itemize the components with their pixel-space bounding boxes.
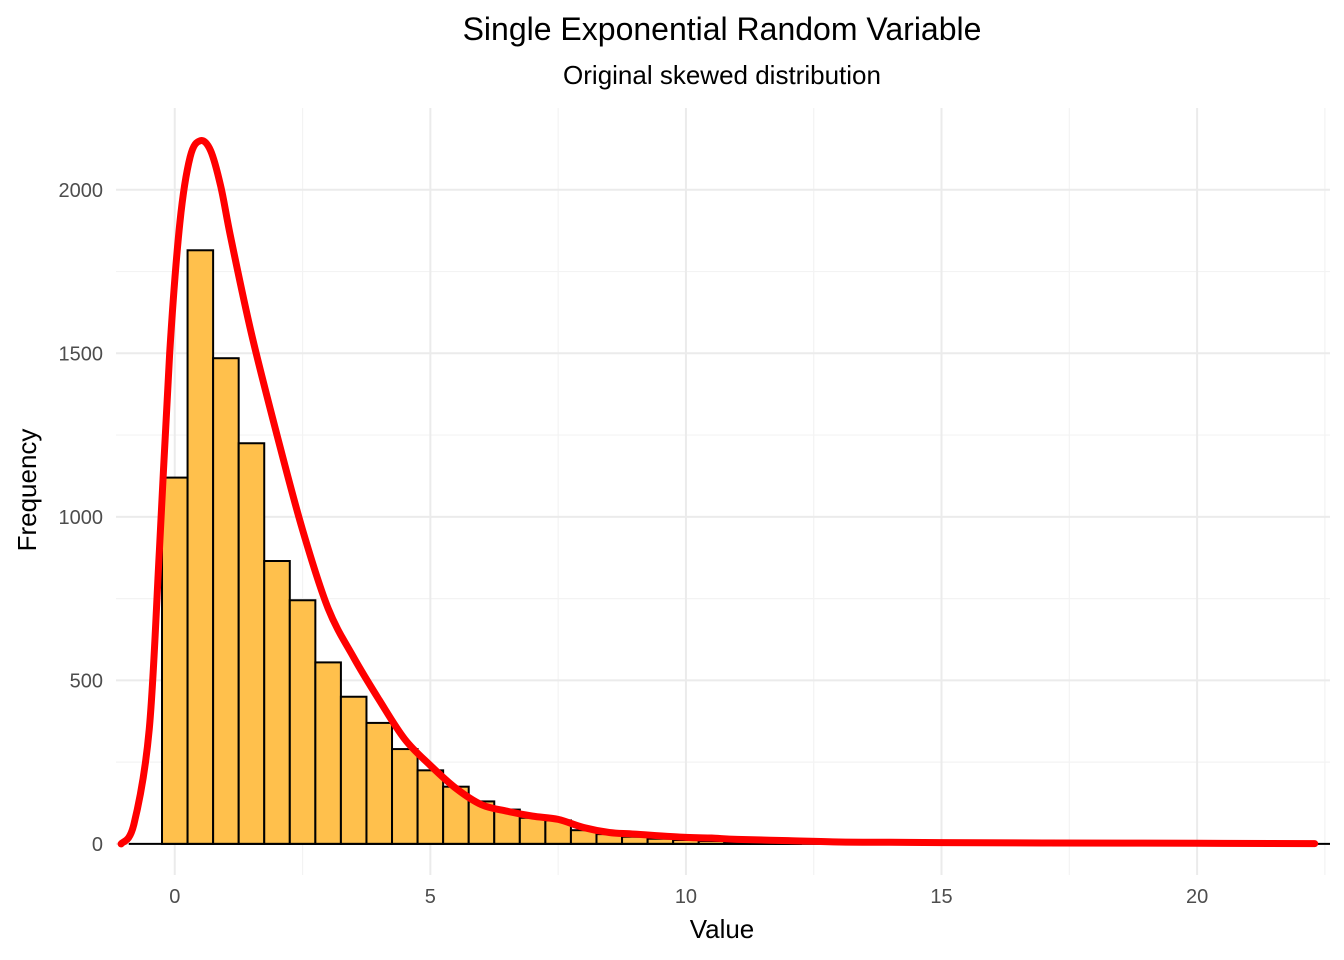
density-curve <box>117 137 1319 848</box>
x-tick-label: 20 <box>1186 886 1208 908</box>
y-tick-label: 1500 <box>59 343 104 365</box>
histogram-bar <box>161 476 189 845</box>
histogram-bar <box>186 249 215 845</box>
y-axis-title: Frequency <box>12 429 42 552</box>
histogram-bar <box>365 721 394 845</box>
y-tick-label: 2000 <box>59 180 104 202</box>
histogram-bar <box>518 816 547 845</box>
histogram-bar <box>314 661 342 845</box>
histogram-bar <box>212 357 240 845</box>
histogram-bar <box>263 560 291 845</box>
chart-subtitle: Original skewed distribution <box>563 60 881 90</box>
histogram-bars <box>161 249 802 845</box>
histogram-bar <box>237 442 266 845</box>
y-tick-label: 0 <box>92 834 103 856</box>
chart-title: Single Exponential Random Variable <box>463 11 982 47</box>
x-tick-label: 0 <box>169 886 180 908</box>
x-axis-title: Value <box>690 914 755 944</box>
histogram-bar <box>339 695 368 845</box>
x-axis-ticks: 0 5 10 15 20 <box>169 886 1208 908</box>
y-axis-ticks: 0 500 1000 1500 2000 <box>59 180 104 856</box>
y-tick-label: 500 <box>70 670 103 692</box>
y-tick-label: 1000 <box>59 507 104 529</box>
x-tick-label: 10 <box>675 886 697 908</box>
histogram-bar <box>416 769 445 845</box>
histogram-bar <box>288 599 317 845</box>
x-tick-label: 15 <box>930 886 952 908</box>
x-tick-label: 5 <box>425 886 436 908</box>
histogram-bar <box>391 748 419 845</box>
